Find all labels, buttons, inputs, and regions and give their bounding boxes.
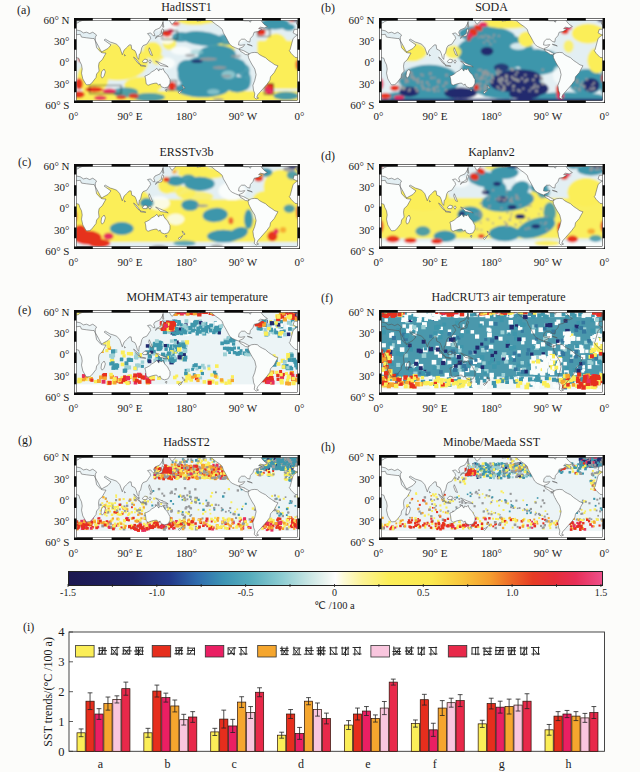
svg-text:f: f — [433, 757, 437, 771]
svg-text:3: 3 — [58, 655, 64, 669]
svg-text:a: a — [98, 757, 104, 771]
svg-text:h: h — [566, 757, 572, 771]
svg-text:b: b — [164, 757, 170, 771]
svg-text:d: d — [298, 757, 304, 771]
svg-text:4: 4 — [58, 625, 65, 639]
svg-text:e: e — [365, 757, 370, 771]
svg-text:2: 2 — [58, 685, 64, 699]
svg-text:1: 1 — [58, 715, 64, 729]
svg-text:c: c — [232, 757, 237, 771]
svg-text:0: 0 — [58, 745, 64, 759]
svg-text:g: g — [499, 757, 505, 771]
